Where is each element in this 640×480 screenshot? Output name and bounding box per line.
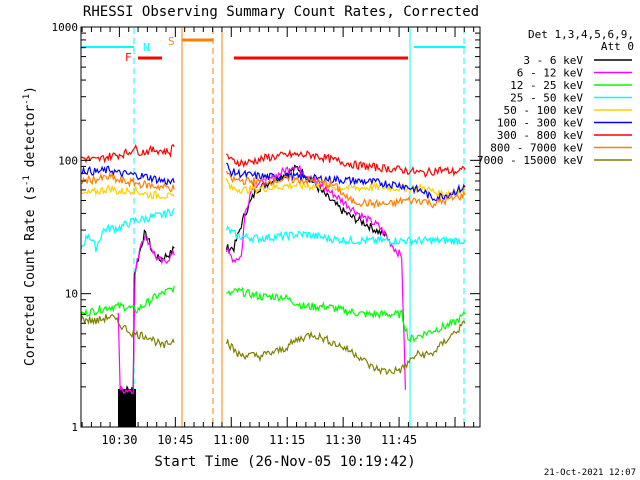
y-tick-label: 10 <box>65 288 78 301</box>
legend-label: 300 - 800 keV <box>497 129 583 142</box>
legend-label: 25 - 50 keV <box>510 92 583 105</box>
y-axis-label: Corrected Count Rate (s-1 detector-1) <box>22 86 38 366</box>
series-line-7 <box>81 170 466 210</box>
series-line-2 <box>81 285 466 343</box>
y-tick-label: 100 <box>58 154 78 167</box>
night-marker-label: N <box>143 41 150 54</box>
x-tick-label: 11:30 <box>325 433 361 447</box>
x-tick-label: 11:45 <box>381 433 417 447</box>
y-axis-label-end: ) <box>23 86 38 94</box>
footer-date: 21-Oct-2021 12:07 <box>544 468 636 478</box>
legend-header-2: Att 0 <box>601 40 634 53</box>
legend-label: 100 - 300 keV <box>497 117 583 130</box>
observing-intervals <box>81 28 465 427</box>
x-tick-label: 11:15 <box>269 433 305 447</box>
series-line-8 <box>81 313 466 376</box>
legend-label: 800 - 7000 keV <box>490 142 583 155</box>
series-line-5 <box>81 162 466 202</box>
y-tick-label: 1 <box>71 421 78 434</box>
plot-frame <box>80 26 481 428</box>
x-tick-label: 10:30 <box>101 433 137 447</box>
low-count-block <box>118 389 136 427</box>
y-axis-label-main: Corrected Count Rate (s <box>23 186 38 366</box>
y-tick-label: 1000 <box>52 21 79 34</box>
legend-label: 6 - 12 keV <box>517 67 584 80</box>
x-axis-label: Start Time (26-Nov-05 10:19:42) <box>154 454 415 470</box>
y-axis-ticks: 1 10 100 1000 <box>52 21 480 434</box>
legend-label: 12 - 25 keV <box>510 79 583 92</box>
series-line-1 <box>117 164 406 395</box>
y-axis-label-sup-2: -1 <box>22 94 32 105</box>
y-axis-label-mid: detector <box>23 105 38 176</box>
y-axis-label-sup-1: -1 <box>22 175 32 186</box>
legend-label: 50 - 100 keV <box>504 104 584 117</box>
chart-title: RHESSI Observing Summary Count Rates, Co… <box>83 4 479 20</box>
legend-label: 7000 - 15000 keV <box>477 154 583 167</box>
saa-marker-label: S <box>168 35 175 48</box>
x-tick-label: 11:00 <box>213 433 249 447</box>
flare-marker-label: F <box>125 51 132 64</box>
x-axis-ticks: 10:30 10:45 11:00 11:15 11:30 11:45 <box>81 27 475 447</box>
series-line-0 <box>118 164 388 396</box>
legend-label: 3 - 6 keV <box>523 54 583 67</box>
series-layer <box>81 143 466 396</box>
series-line-3 <box>81 208 466 253</box>
x-tick-label: 10:45 <box>157 433 193 447</box>
series-line-6 <box>81 143 466 178</box>
legend-header-1: Det 1,3,4,5,6,9, <box>528 28 634 41</box>
